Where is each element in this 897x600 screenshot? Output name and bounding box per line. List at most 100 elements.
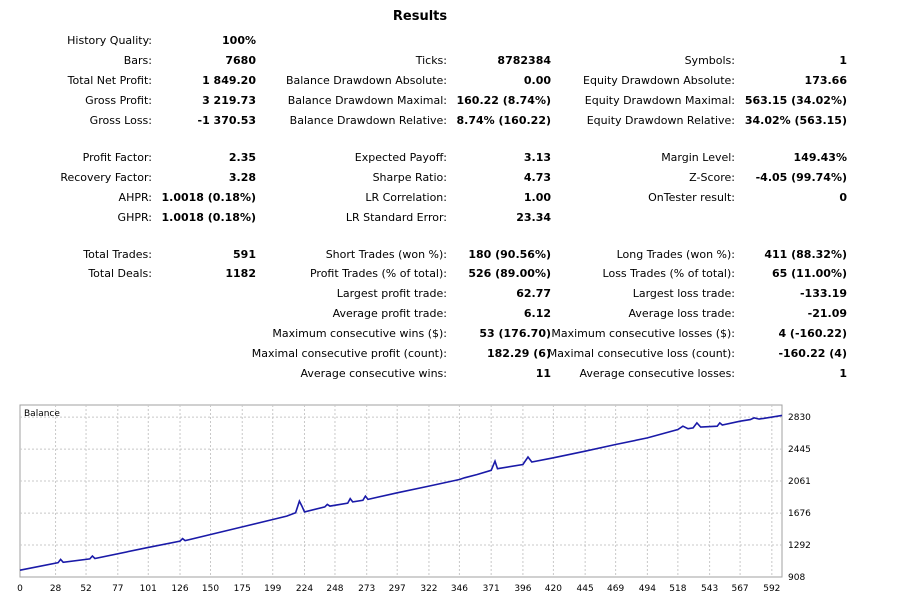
history-quality-value: 100% bbox=[222, 34, 256, 47]
stat-label: Total Trades: bbox=[83, 247, 152, 261]
stat-value: 11 bbox=[535, 367, 551, 381]
stat-value: 8782384 bbox=[497, 54, 551, 67]
stat-value: 6.12 bbox=[523, 307, 551, 321]
stat-label: Equity Drawdown Relative: bbox=[586, 113, 735, 127]
stat-value: -21.09 bbox=[807, 307, 847, 321]
y-tick-label: 908 bbox=[788, 573, 805, 583]
stat-label: Balance Drawdown Absolute: bbox=[285, 73, 447, 87]
stat-value: -160.22 (4) bbox=[778, 347, 847, 361]
stat-label: Loss Trades (% of total): bbox=[602, 267, 735, 281]
x-tick-label: 126 bbox=[171, 584, 188, 594]
stat-value: 160.22 (8.74%) bbox=[456, 93, 552, 107]
stat-label: LR Standard Error: bbox=[345, 210, 447, 224]
stat-label: Bars: bbox=[123, 54, 152, 67]
x-tick-label: 396 bbox=[514, 584, 531, 594]
stat-value: 1.00 bbox=[523, 190, 551, 204]
stat-label: Maximum consecutive wins ($): bbox=[272, 327, 447, 341]
x-tick-label: 0 bbox=[17, 584, 23, 594]
stat-label: Largest loss trade: bbox=[632, 287, 735, 301]
stat-value: 1 bbox=[839, 367, 847, 381]
stat-value: 7680 bbox=[225, 54, 256, 67]
x-tick-label: 469 bbox=[607, 584, 624, 594]
stat-value: -4.05 (99.74%) bbox=[755, 170, 847, 184]
y-tick-label: 2830 bbox=[788, 413, 811, 423]
stat-label: Ticks: bbox=[415, 54, 447, 67]
stat-label: AHPR: bbox=[118, 190, 152, 204]
y-axis-ticks: 908 1292 1676 2061 2445 2830 bbox=[788, 413, 811, 583]
stat-label: Recovery Factor: bbox=[60, 170, 152, 184]
x-tick-label: 101 bbox=[140, 584, 157, 594]
stat-value: 0.00 bbox=[523, 73, 551, 87]
stat-value: 563.15 (34.02%) bbox=[744, 93, 847, 107]
stat-value: 0 bbox=[839, 190, 847, 204]
stat-value: 411 (88.32%) bbox=[764, 247, 847, 261]
stat-value: 1182 bbox=[225, 267, 256, 281]
stat-value: 1 849.20 bbox=[202, 73, 256, 87]
stat-value: 526 (89.00%) bbox=[468, 267, 551, 281]
stat-value: 53 (176.70) bbox=[479, 327, 551, 341]
stat-label: Largest profit trade: bbox=[336, 287, 447, 301]
stat-value: 1.0018 (0.18%) bbox=[161, 210, 257, 224]
stat-label: OnTester result: bbox=[648, 190, 735, 204]
stat-value: 173.66 bbox=[804, 73, 847, 87]
stat-value: 591 bbox=[233, 247, 256, 261]
stat-value: 8.74% (160.22) bbox=[456, 113, 552, 127]
stat-value: 65 (11.00%) bbox=[771, 267, 847, 281]
stat-label: Maximal consecutive profit (count): bbox=[251, 347, 447, 361]
stat-label: Expected Payoff: bbox=[354, 150, 447, 164]
stat-value: 1 bbox=[839, 54, 847, 67]
stat-label: Average profit trade: bbox=[332, 307, 447, 321]
stat-label: Symbols: bbox=[684, 54, 735, 67]
x-tick-label: 518 bbox=[669, 584, 686, 594]
stat-value: 4.73 bbox=[523, 170, 551, 184]
x-tick-label: 150 bbox=[202, 584, 219, 594]
stat-label: Maximum consecutive losses ($): bbox=[551, 327, 735, 341]
x-tick-label: 371 bbox=[483, 584, 500, 594]
stat-value: 2.35 bbox=[228, 150, 256, 164]
x-tick-label: 543 bbox=[701, 584, 718, 594]
stat-label: Maximal consecutive loss (count): bbox=[547, 347, 735, 361]
balance-line bbox=[19, 414, 783, 571]
x-tick-label: 346 bbox=[451, 584, 468, 594]
x-tick-label: 52 bbox=[80, 584, 91, 594]
history-quality-label: History Quality: bbox=[67, 34, 152, 47]
stat-label: Equity Drawdown Maximal: bbox=[584, 93, 735, 107]
x-tick-label: 28 bbox=[50, 584, 62, 594]
chart-title: Balance bbox=[24, 409, 60, 419]
stat-value: 149.43% bbox=[793, 150, 847, 164]
x-tick-label: 248 bbox=[326, 584, 343, 594]
stat-value: 3.28 bbox=[228, 170, 256, 184]
stat-label: Short Trades (won %): bbox=[325, 247, 447, 261]
stat-label: Average consecutive losses: bbox=[579, 367, 735, 381]
stat-label: Gross Profit: bbox=[85, 93, 152, 107]
stat-label: Average consecutive wins: bbox=[300, 367, 447, 381]
stat-label: Equity Drawdown Absolute: bbox=[583, 73, 735, 87]
stat-value: -1 370.53 bbox=[197, 113, 257, 127]
x-tick-label: 567 bbox=[731, 584, 748, 594]
stat-value: 182.29 (6) bbox=[487, 347, 551, 361]
stat-label: Z-Score: bbox=[689, 170, 735, 184]
y-tick-label: 1676 bbox=[788, 509, 811, 519]
stat-label: LR Correlation: bbox=[365, 190, 447, 204]
x-tick-label: 77 bbox=[112, 584, 123, 594]
x-tick-label: 420 bbox=[545, 584, 562, 594]
results-title: Results bbox=[392, 9, 448, 24]
stat-label: Margin Level: bbox=[661, 150, 735, 164]
stat-label: Average loss trade: bbox=[628, 307, 735, 321]
x-tick-label: 199 bbox=[264, 584, 281, 594]
stat-value: 62.77 bbox=[516, 287, 551, 301]
x-tick-label: 175 bbox=[234, 584, 251, 594]
stat-value: 3.13 bbox=[523, 150, 551, 164]
stat-value: 4 (-160.22) bbox=[778, 327, 847, 341]
stat-label: GHPR: bbox=[117, 210, 152, 224]
x-tick-label: 494 bbox=[639, 584, 656, 594]
x-tick-label: 445 bbox=[577, 584, 594, 594]
x-axis-ticks: 0 28 52 77 101 126 150 175 199 224 248 273 297 322 346… bbox=[17, 584, 780, 594]
stat-label: Total Deals: bbox=[88, 267, 152, 281]
x-tick-label: 273 bbox=[358, 584, 375, 594]
x-tick-label: 322 bbox=[420, 584, 437, 594]
stat-value: 1.0018 (0.18%) bbox=[161, 190, 257, 204]
stat-label: Sharpe Ratio: bbox=[372, 170, 447, 184]
x-tick-label: 224 bbox=[296, 584, 313, 594]
stat-label: Long Trades (won %): bbox=[616, 247, 735, 261]
